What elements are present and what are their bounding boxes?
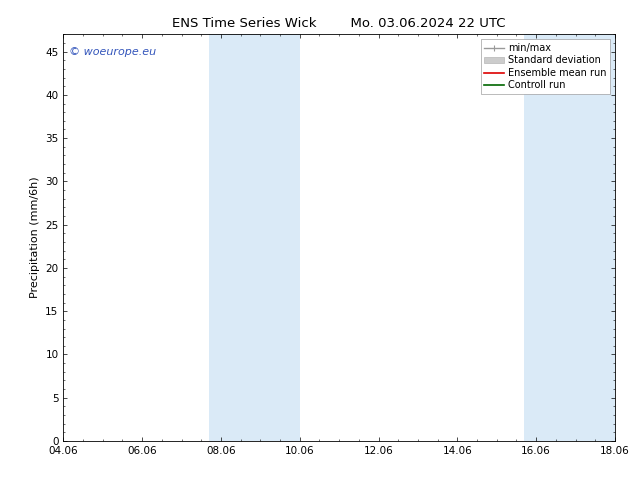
Bar xyxy=(233,34,300,441)
Title: ENS Time Series Wick        Mo. 03.06.2024 22 UTC: ENS Time Series Wick Mo. 03.06.2024 22 U… xyxy=(172,17,506,30)
Bar xyxy=(544,34,615,441)
Bar xyxy=(524,34,544,441)
Bar xyxy=(209,34,233,441)
Text: © woeurope.eu: © woeurope.eu xyxy=(69,47,156,56)
Legend: min/max, Standard deviation, Ensemble mean run, Controll run: min/max, Standard deviation, Ensemble me… xyxy=(481,39,610,94)
Y-axis label: Precipitation (mm/6h): Precipitation (mm/6h) xyxy=(30,177,40,298)
